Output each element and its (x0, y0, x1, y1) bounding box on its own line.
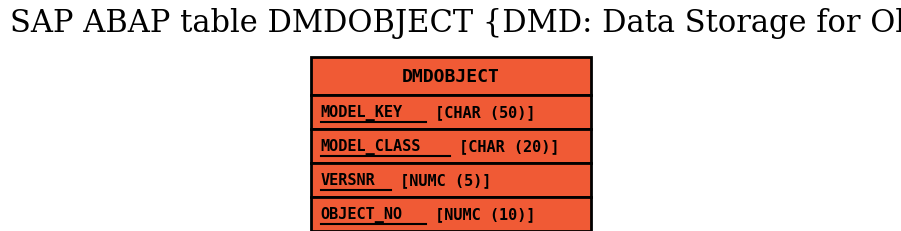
Text: VERSNR: VERSNR (321, 173, 375, 188)
Text: MODEL_KEY: MODEL_KEY (321, 105, 403, 121)
Text: DMDOBJECT: DMDOBJECT (402, 68, 499, 86)
Text: [NUMC (5)]: [NUMC (5)] (391, 173, 492, 188)
Bar (311, 58, 590, 96)
Bar (311, 129, 590, 163)
Text: [CHAR (20)]: [CHAR (20)] (450, 139, 560, 154)
Bar (311, 96, 590, 129)
Text: OBJECT_NO: OBJECT_NO (321, 206, 403, 222)
Bar (311, 163, 590, 197)
Text: [CHAR (50)]: [CHAR (50)] (426, 105, 536, 120)
Bar (311, 197, 590, 231)
Text: [NUMC (10)]: [NUMC (10)] (426, 207, 536, 222)
Text: MODEL_CLASS: MODEL_CLASS (321, 138, 421, 154)
Text: SAP ABAP table DMDOBJECT {DMD: Data Storage for Objects}: SAP ABAP table DMDOBJECT {DMD: Data Stor… (10, 8, 901, 39)
